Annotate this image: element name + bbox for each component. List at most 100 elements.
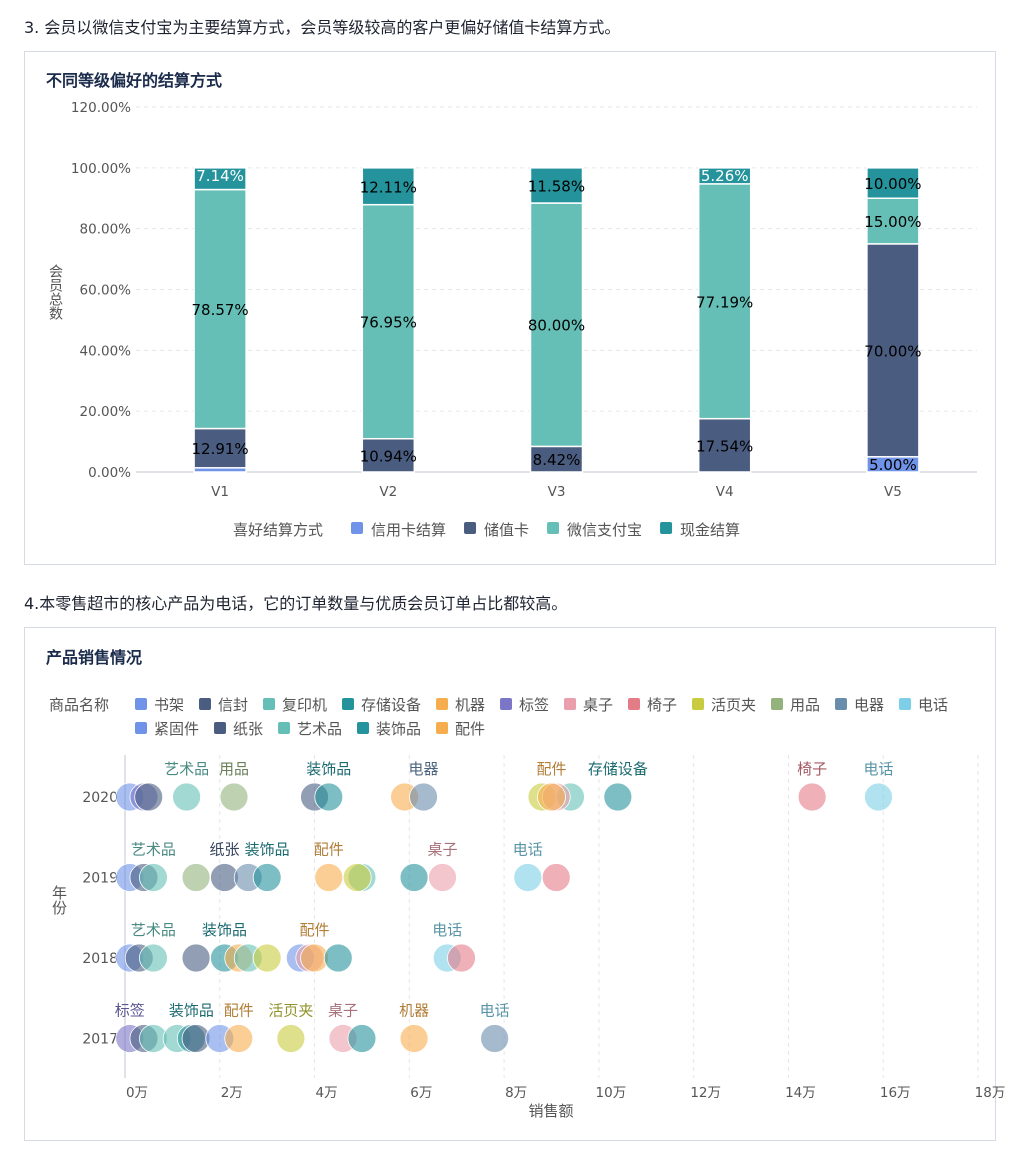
bar-segment[interactable] (529, 445, 584, 473)
bar-segment[interactable] (529, 167, 584, 204)
legend-item[interactable]: 电话 (918, 696, 948, 714)
point-label: 艺术品 (164, 760, 209, 778)
bubble[interactable] (139, 863, 168, 892)
legend-item[interactable]: 信封 (218, 696, 248, 714)
bar-segment[interactable] (193, 167, 247, 191)
legend-swatch[interactable] (436, 722, 448, 734)
legend-item[interactable]: 桌子 (583, 696, 613, 714)
legend-item[interactable]: 活页夹 (711, 696, 756, 714)
data-label: 70.00% (864, 342, 921, 360)
bubble[interactable] (172, 782, 202, 812)
legend-item[interactable]: 标签 (519, 696, 549, 714)
bar-segment[interactable] (529, 202, 584, 448)
legend-item[interactable]: 电器 (854, 696, 884, 714)
bar-segment[interactable] (866, 243, 920, 458)
bar-segment[interactable] (193, 427, 247, 469)
legend-item[interactable]: 装饰品 (376, 720, 421, 738)
legend-item[interactable]: 用品 (790, 696, 820, 714)
legend-swatch[interactable] (357, 722, 369, 734)
legend-swatch[interactable] (500, 698, 512, 710)
bar-segment[interactable] (866, 167, 920, 200)
data-label: 5.26% (701, 167, 749, 185)
bubble[interactable] (314, 863, 344, 892)
legend-item[interactable]: 纸张 (233, 720, 263, 738)
legend-swatch[interactable] (263, 698, 275, 710)
legend-item[interactable]: 复印机 (282, 696, 327, 714)
bubble[interactable] (428, 863, 457, 892)
legend-swatch[interactable] (351, 522, 363, 534)
x-tick-label: 10万 (596, 1085, 627, 1101)
legend-swatch[interactable] (199, 698, 211, 710)
point-label: 配件 (224, 1002, 254, 1020)
y-tick-label: 80.00% (80, 222, 132, 238)
bubble[interactable] (276, 1024, 306, 1053)
legend-swatch[interactable] (436, 698, 448, 710)
bubble[interactable] (480, 1024, 510, 1053)
bar-segment[interactable] (697, 183, 752, 420)
x-tick-label: 14万 (785, 1085, 816, 1101)
legend-item[interactable]: 书架 (154, 696, 184, 714)
bubble[interactable] (252, 943, 282, 973)
bubble[interactable] (323, 943, 353, 973)
bubble[interactable] (797, 782, 827, 812)
bar-segment[interactable] (361, 167, 416, 206)
legend-item[interactable]: 现金结算 (680, 521, 740, 539)
legend-item[interactable]: 紧固件 (154, 720, 199, 738)
legend-swatch[interactable] (547, 522, 560, 534)
legend-item[interactable]: 配件 (455, 720, 485, 738)
legend-swatch[interactable] (564, 698, 576, 710)
point-label: 配件 (300, 921, 330, 939)
bar-segment[interactable] (361, 203, 416, 440)
bubble[interactable] (181, 943, 211, 973)
x-tick-label: V5 (884, 484, 902, 500)
x-tick-label: 18万 (975, 1085, 1006, 1101)
legend-swatch[interactable] (214, 722, 226, 734)
legend-swatch[interactable] (278, 722, 290, 734)
legend-item[interactable]: 微信支付宝 (567, 521, 642, 539)
y-axis-label: 会员总数 (47, 264, 63, 320)
bubble[interactable] (399, 863, 429, 892)
legend-swatch[interactable] (835, 698, 847, 710)
legend-swatch[interactable] (771, 698, 783, 710)
bar-segment[interactable] (361, 437, 416, 473)
legend-swatch[interactable] (342, 698, 354, 710)
legend-item[interactable]: 信用卡结算 (371, 521, 446, 539)
legend-item[interactable]: 存储设备 (361, 696, 421, 714)
bubble[interactable] (181, 863, 211, 892)
bubble[interactable] (342, 863, 372, 892)
bubble[interactable] (314, 782, 344, 812)
bubble[interactable] (139, 943, 168, 973)
x-tick-label: 4万 (316, 1085, 338, 1101)
bubble[interactable] (513, 863, 543, 892)
legend-item[interactable]: 椅子 (647, 696, 677, 714)
data-label: 10.00% (864, 175, 921, 193)
legend-item[interactable]: 储值卡 (484, 521, 529, 539)
bubble[interactable] (603, 782, 633, 812)
legend-item[interactable]: 艺术品 (297, 720, 342, 738)
card-title: 产品销售情况 (46, 648, 143, 667)
bubble[interactable] (224, 1024, 254, 1053)
x-tick-label: V1 (211, 484, 229, 500)
legend-swatch[interactable] (660, 522, 673, 534)
bubble[interactable] (541, 863, 571, 892)
product-sales-card: 产品销售情况 商品名称 书架 信封 复印机 存储设备 机器 标签 桌子 椅子 活页夹 用品 电器 电话紧… (24, 627, 1005, 1141)
legend-swatch[interactable] (135, 698, 147, 710)
legend-swatch[interactable] (899, 698, 911, 710)
legend-item[interactable]: 机器 (455, 696, 485, 714)
bubble[interactable] (409, 782, 438, 812)
bubble[interactable] (537, 782, 566, 812)
bubble[interactable] (399, 1024, 429, 1053)
point-label: 装饰品 (245, 841, 290, 859)
bubble[interactable] (219, 782, 249, 812)
legend-swatch[interactable] (464, 522, 477, 534)
legend-swatch[interactable] (628, 698, 640, 710)
bar-segment[interactable] (697, 167, 752, 185)
legend-swatch[interactable] (135, 722, 147, 734)
point-label: 艺术品 (131, 921, 176, 939)
bubble[interactable] (134, 782, 164, 812)
bubble[interactable] (864, 782, 893, 812)
bubble[interactable] (252, 863, 282, 892)
bubble[interactable] (447, 943, 476, 973)
bubble[interactable] (347, 1024, 377, 1053)
legend-swatch[interactable] (692, 698, 704, 710)
